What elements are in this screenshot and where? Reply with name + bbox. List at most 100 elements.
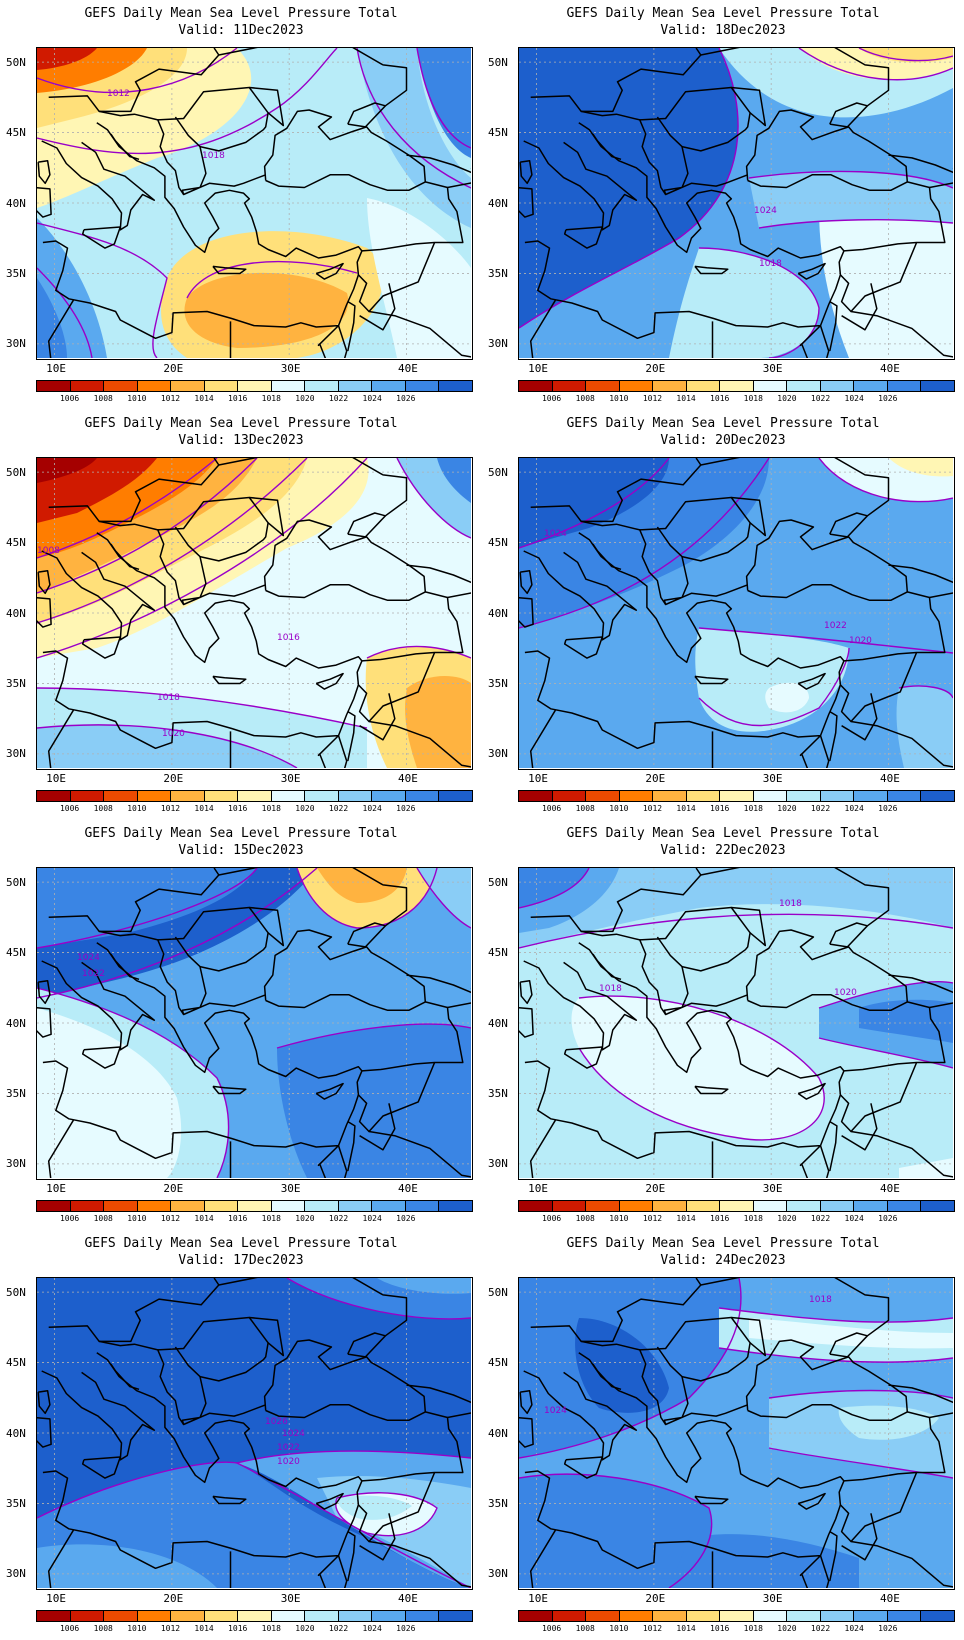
latitude-label: 35N — [6, 1086, 26, 1100]
coastline-border — [524, 1352, 845, 1570]
coastline-border — [530, 868, 702, 933]
colorbar-label: 1026 — [396, 394, 416, 403]
latitude-label: 30N — [488, 1567, 508, 1581]
colorbar-swatch — [238, 791, 272, 801]
colorbar-label: 1010 — [609, 804, 629, 813]
colorbar-label: 1016 — [228, 804, 248, 813]
colorbar-label: 1018 — [261, 394, 281, 403]
colorbar-swatch — [372, 791, 406, 801]
pressure-map: 1024 1022 1020 — [518, 457, 955, 770]
longitude-label: 10E — [46, 1592, 66, 1605]
panel-valid-date: Valid: 15Dec2023 — [178, 843, 304, 858]
latitude-label: 40N — [6, 196, 26, 210]
latitude-label: 45N — [488, 946, 508, 960]
pressure-map: 1018 1018 1020 — [518, 867, 955, 1180]
coastline-border — [592, 953, 622, 981]
coastline-border — [249, 906, 285, 947]
isobar-line — [335, 1492, 438, 1537]
colorbar-swatch — [171, 791, 205, 801]
coastline-border — [41, 960, 156, 1051]
coastline-border — [37, 1007, 52, 1038]
coastline-border — [48, 458, 220, 523]
coastline-border — [530, 458, 702, 523]
coastline-border — [694, 265, 729, 275]
pressure-fill-region — [859, 48, 953, 63]
isobar-line — [898, 685, 953, 699]
coastline-border — [700, 1278, 890, 1337]
colorbar-label: 1008 — [575, 804, 595, 813]
latitude-label: 35N — [488, 676, 508, 690]
colorbar-swatch — [37, 1201, 71, 1211]
colorbar-swatch — [586, 1201, 620, 1211]
coastline-border — [731, 86, 767, 127]
coastline-border — [42, 122, 363, 340]
panel-valid-date: Valid: 24Dec2023 — [660, 1253, 786, 1268]
pressure-fill-region — [37, 868, 257, 948]
colorbar-swatch — [619, 791, 654, 801]
isobar-line — [798, 48, 953, 81]
colorbar-swatch — [753, 1611, 788, 1621]
coastline-border — [48, 48, 220, 113]
coastline-border — [745, 519, 909, 602]
colorbar-label: 1014 — [676, 1214, 696, 1223]
longitude-label: 20E — [163, 772, 184, 785]
map-panel: GEFS Daily Mean Sea Level Pressure Total… — [0, 0, 482, 410]
pressure-fill-region — [37, 458, 97, 483]
coastline-border — [829, 922, 869, 948]
colorbar-swatch — [720, 791, 754, 801]
colorbar-swatch — [405, 381, 440, 391]
coastline-border — [447, 1002, 471, 1009]
longitude-label: 10E — [46, 1182, 66, 1195]
panel-valid-date: Valid: 22Dec2023 — [660, 843, 786, 858]
isobar-line — [519, 913, 953, 949]
coastline-border — [731, 496, 767, 537]
coastline-border — [406, 1384, 471, 1404]
colorbar-swatch — [720, 1201, 754, 1211]
colorbar — [518, 1610, 955, 1622]
pressure-fill-region — [519, 1474, 712, 1588]
map-svg: 1008 1016 1018 1020 — [37, 458, 471, 768]
coastline-border — [212, 675, 247, 685]
coastline-border — [700, 868, 890, 927]
colorbar-swatch — [552, 1201, 587, 1211]
coastline-border — [829, 102, 869, 128]
colorbar-swatch — [372, 1201, 406, 1211]
panel-title: GEFS Daily Mean Sea Level Pressure Total — [566, 416, 880, 431]
coastline-border — [563, 636, 604, 659]
colorbar-swatch — [753, 1201, 788, 1211]
latitude-label: 50N — [488, 875, 508, 889]
isobar-line — [519, 458, 670, 549]
colorbar-swatch — [787, 381, 821, 391]
map-panel: GEFS Daily Mean Sea Level Pressure Total… — [482, 820, 964, 1230]
coastline-border — [81, 1046, 122, 1069]
coastline-border — [529, 709, 557, 768]
map-svg: 1018 1018 1020 — [519, 868, 953, 1178]
isobar-line — [37, 1461, 238, 1519]
isobar-line — [698, 647, 850, 727]
pressure-map: 1012 1018 — [36, 47, 473, 360]
coastline-border — [48, 1278, 220, 1343]
pressure-fill-region — [749, 171, 953, 228]
isobar-label: 1020 — [849, 636, 872, 646]
coastline-border — [829, 300, 838, 352]
isobar-line — [818, 981, 953, 1009]
latitude-label: 50N — [488, 465, 508, 479]
coastline-border — [406, 154, 471, 174]
isobar-line — [758, 219, 953, 229]
colorbar-swatch — [171, 1201, 205, 1211]
colorbar-swatch — [405, 791, 440, 801]
map-panel: GEFS Daily Mean Sea Level Pressure Total… — [0, 410, 482, 820]
coastline-border — [799, 1554, 830, 1588]
isobar-line — [37, 687, 368, 729]
map-panel: GEFS Daily Mean Sea Level Pressure Total… — [482, 410, 964, 820]
coastline-border — [317, 324, 348, 358]
coastline-border — [263, 519, 427, 602]
isobar-label: 1018 — [157, 693, 180, 703]
isobar-line — [698, 627, 953, 654]
coastline-border — [797, 262, 826, 280]
coastline-border — [519, 187, 534, 218]
colorbar-swatch — [70, 381, 105, 391]
coastline-border — [581, 520, 667, 605]
latitude-label: 45N — [6, 536, 26, 550]
colorbar-swatch — [104, 381, 138, 391]
